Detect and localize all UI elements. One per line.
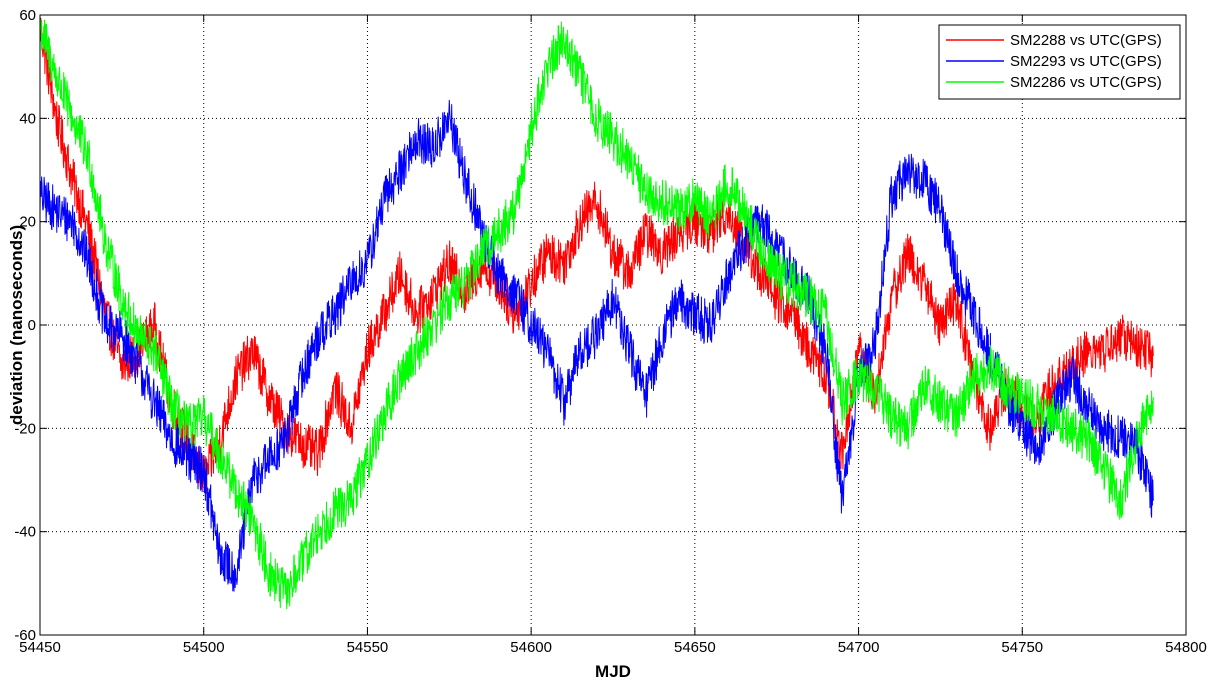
y-axis-label: deviation (nanoseconds) [7, 225, 26, 425]
series-layer [39, 15, 1154, 610]
y-tick-label: 60 [19, 7, 36, 24]
legend: SM2288 vs UTC(GPS) SM2293 vs UTC(GPS) SM22… [938, 24, 1181, 100]
legend-entry-0: SM2288 vs UTC(GPS) [1010, 32, 1162, 49]
series-line-2 [39, 19, 1154, 610]
x-tick-label: 54600 [510, 639, 552, 656]
x-tick-label: 54450 [19, 639, 61, 656]
legend-entry-2: SM2286 vs UTC(GPS) [1010, 74, 1162, 91]
x-tick-label: 54750 [1001, 639, 1043, 656]
grid [40, 15, 1186, 635]
legend-entry-1: SM2293 vs UTC(GPS) [1010, 53, 1162, 70]
x-tick-label: 54550 [347, 639, 389, 656]
series-line-0 [39, 15, 1154, 494]
y-tick-label: 40 [19, 110, 36, 127]
y-tick-label: -40 [14, 524, 36, 541]
y-tick-label: -60 [14, 627, 36, 644]
y-tick-label: 0 [28, 317, 36, 334]
y-tick-label: -20 [14, 420, 36, 437]
ticks: 54450 54500 54550 54600 54650 54700 54750 54800… [14, 7, 1207, 656]
x-tick-label: 54700 [838, 639, 880, 656]
y-tick-label: 20 [19, 214, 36, 231]
x-tick-label: 54800 [1165, 639, 1207, 656]
x-tick-label: 54500 [183, 639, 225, 656]
x-axis-label: MJD [595, 662, 631, 681]
legend-box [938, 24, 1181, 100]
x-tick-label: 54650 [674, 639, 716, 656]
series-line-1 [39, 99, 1154, 592]
